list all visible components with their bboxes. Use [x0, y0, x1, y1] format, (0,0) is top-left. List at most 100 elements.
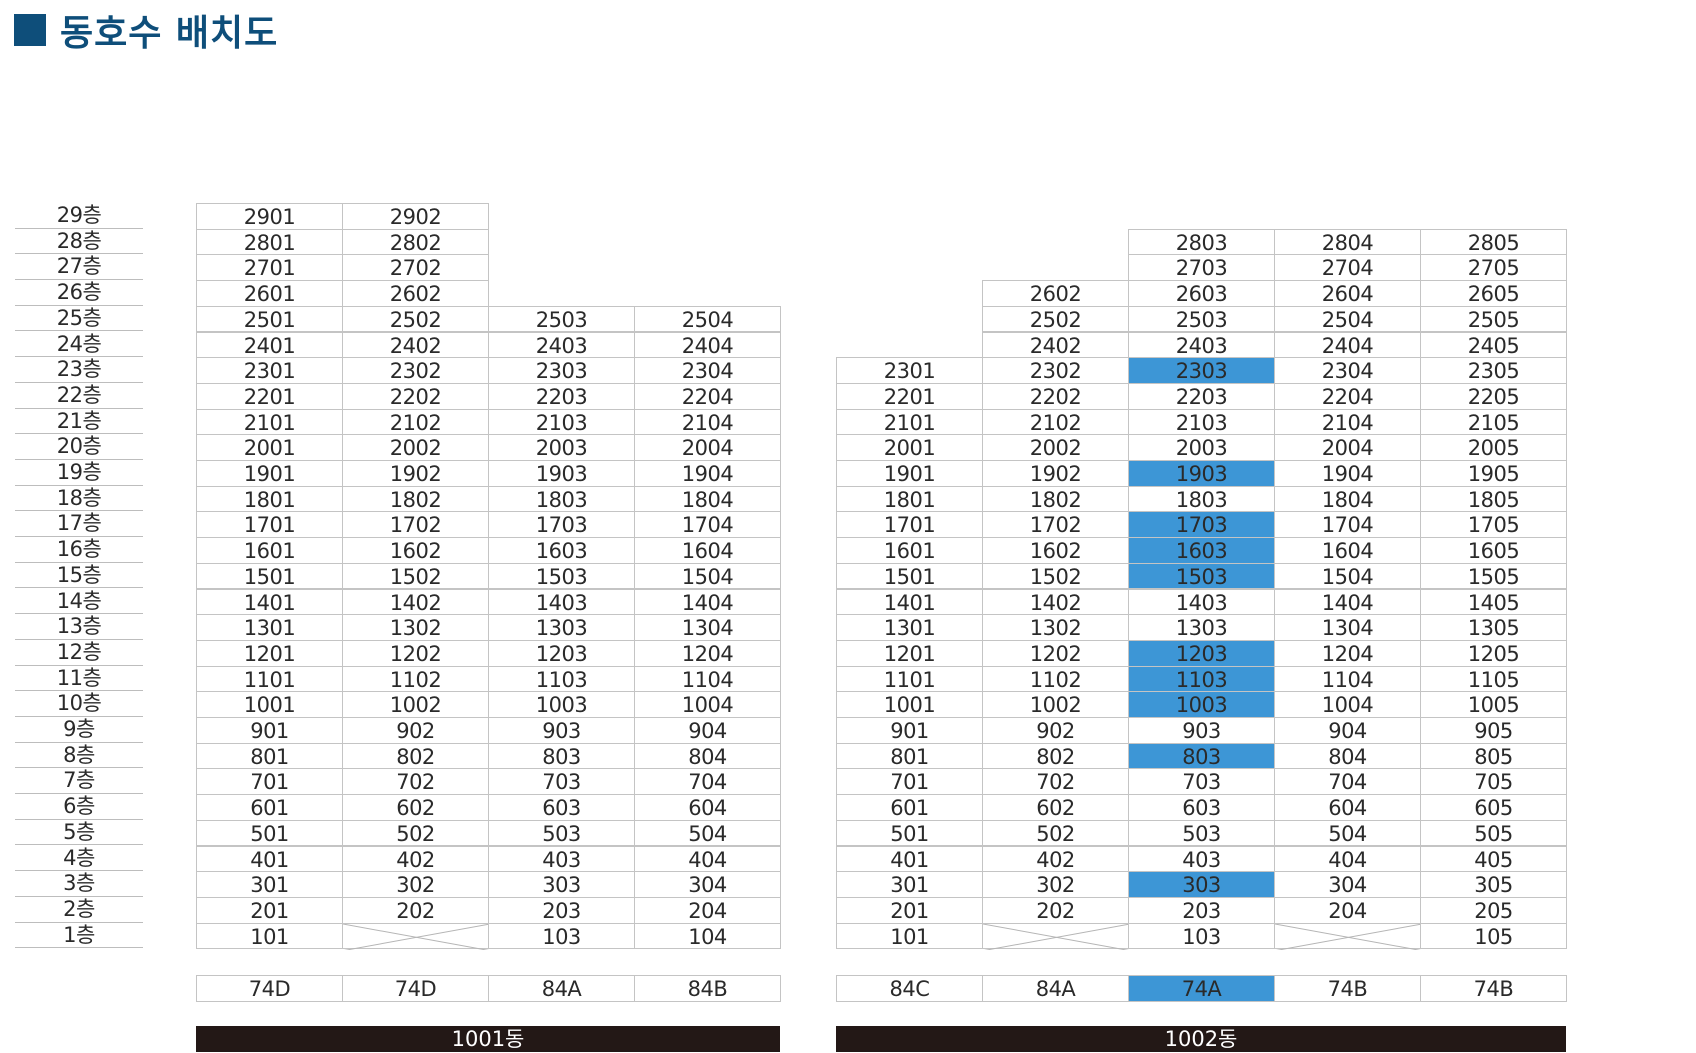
unit-cell: 1701	[196, 511, 343, 539]
unit-cell: 202	[342, 896, 489, 924]
unit-cell: 801	[836, 742, 983, 770]
unit-cell: 2801	[196, 228, 343, 256]
unit-cell: 2503	[1128, 305, 1275, 333]
unit-cell: 1204	[634, 639, 781, 667]
unit-cell: 1403	[488, 588, 635, 616]
floor-label: 9층	[15, 717, 143, 743]
title-square-icon	[14, 14, 46, 46]
unit-cell: 1401	[196, 588, 343, 616]
unit-cell: 2502	[982, 305, 1129, 333]
unit-cell: 1302	[982, 614, 1129, 641]
floor-label: 8층	[15, 743, 143, 769]
unit-cell: 2003	[1128, 434, 1275, 461]
unit-cell: 703	[488, 768, 635, 796]
unit-cell: 901	[836, 717, 983, 744]
unit-cell: 2104	[634, 408, 781, 436]
unit-cell: 2504	[1274, 305, 1421, 333]
unit-cell: 603	[1128, 794, 1275, 821]
unit-cell: 2602	[342, 280, 489, 307]
unit-type-cell: 84A	[982, 975, 1129, 1002]
floor-label: 12층	[15, 640, 143, 666]
unit-cell: 1105	[1420, 665, 1567, 693]
unit-cell: 1504	[1274, 562, 1421, 590]
unit-cell: 1503	[488, 562, 635, 590]
floor-label: 29층	[15, 203, 143, 229]
unit-cell: 1503	[1128, 562, 1275, 590]
unit-type-cell: 74B	[1274, 975, 1421, 1002]
unit-cell: 704	[1274, 768, 1421, 796]
unit-cell: 1605	[1420, 537, 1567, 564]
unit-cell: 1703	[488, 511, 635, 539]
unit-cell: 1404	[1274, 588, 1421, 616]
unit-cell: 1201	[836, 639, 983, 667]
unit-cell: 1301	[196, 614, 343, 641]
unit-cell: 2204	[634, 382, 781, 410]
unit-cell: 701	[836, 768, 983, 796]
floor-label: 16층	[15, 537, 143, 563]
unit-cell: 101	[836, 922, 983, 950]
unit-cell: 2604	[1274, 280, 1421, 307]
unit-cell: 904	[1274, 717, 1421, 744]
unit-cell: 2102	[342, 408, 489, 436]
unit-cell: 2001	[836, 434, 983, 461]
unit-cell: 1005	[1420, 691, 1567, 718]
unit-cell: 103	[488, 922, 635, 950]
unit-cell: 1902	[982, 460, 1129, 487]
unit-cell-unavailable	[1274, 922, 1422, 951]
building-1001-label: 1001동	[196, 1026, 780, 1052]
unit-cell: 2405	[1420, 331, 1567, 359]
unit-cell: 103	[1128, 922, 1275, 950]
unit-cell: 2101	[196, 408, 343, 436]
unit-cell: 703	[1128, 768, 1275, 796]
unit-cell: 1102	[342, 665, 489, 693]
unit-cell: 1102	[982, 665, 1129, 693]
floor-label: 2층	[15, 897, 143, 923]
unit-cell: 2203	[1128, 382, 1275, 410]
unit-cell: 1904	[634, 460, 781, 487]
unit-cell: 1303	[1128, 614, 1275, 641]
unit-cell: 2603	[1128, 280, 1275, 307]
unit-cell: 1705	[1420, 511, 1567, 539]
unit-cell: 602	[982, 794, 1129, 821]
floor-label: 14층	[15, 589, 143, 615]
unit-type-cell: 74D	[196, 975, 343, 1002]
unit-cell: 1802	[342, 485, 489, 513]
unit-cell: 1502	[982, 562, 1129, 590]
unit-cell: 2305	[1420, 357, 1567, 384]
unit-cell: 1504	[634, 562, 781, 590]
floor-label: 5층	[15, 820, 143, 846]
unit-cell: 804	[1274, 742, 1421, 770]
unit-cell: 2201	[196, 382, 343, 410]
floor-label: 25층	[15, 306, 143, 332]
unit-cell: 904	[634, 717, 781, 744]
floor-label: 10층	[15, 691, 143, 717]
unit-cell: 1702	[982, 511, 1129, 539]
unit-cell: 1801	[196, 485, 343, 513]
unit-cell: 905	[1420, 717, 1567, 744]
unit-cell: 902	[342, 717, 489, 744]
unit-cell: 1905	[1420, 460, 1567, 487]
unit-cell: 1305	[1420, 614, 1567, 641]
unit-cell: 704	[634, 768, 781, 796]
unit-cell: 2304	[634, 357, 781, 384]
unit-cell: 1804	[634, 485, 781, 513]
floor-label: 17층	[15, 511, 143, 538]
unit-cell: 2303	[488, 357, 635, 384]
unit-cell: 402	[982, 845, 1129, 873]
floor-label: 13층	[15, 614, 143, 640]
unit-cell: 104	[634, 922, 781, 950]
unit-cell: 1002	[342, 691, 489, 718]
unit-cell: 2202	[982, 382, 1129, 410]
unit-type-cell: 74B	[1420, 975, 1567, 1002]
unit-cell: 2901	[196, 203, 343, 230]
unit-cell: 2103	[488, 408, 635, 436]
unit-cell: 1202	[982, 639, 1129, 667]
unit-cell: 1803	[488, 485, 635, 513]
unit-cell: 603	[488, 794, 635, 821]
unit-cell: 2302	[982, 357, 1129, 384]
unit-cell: 2605	[1420, 280, 1567, 307]
unit-cell: 1204	[1274, 639, 1421, 667]
unit-cell: 2502	[342, 305, 489, 333]
unit-cell: 605	[1420, 794, 1567, 821]
unit-cell: 303	[488, 871, 635, 898]
